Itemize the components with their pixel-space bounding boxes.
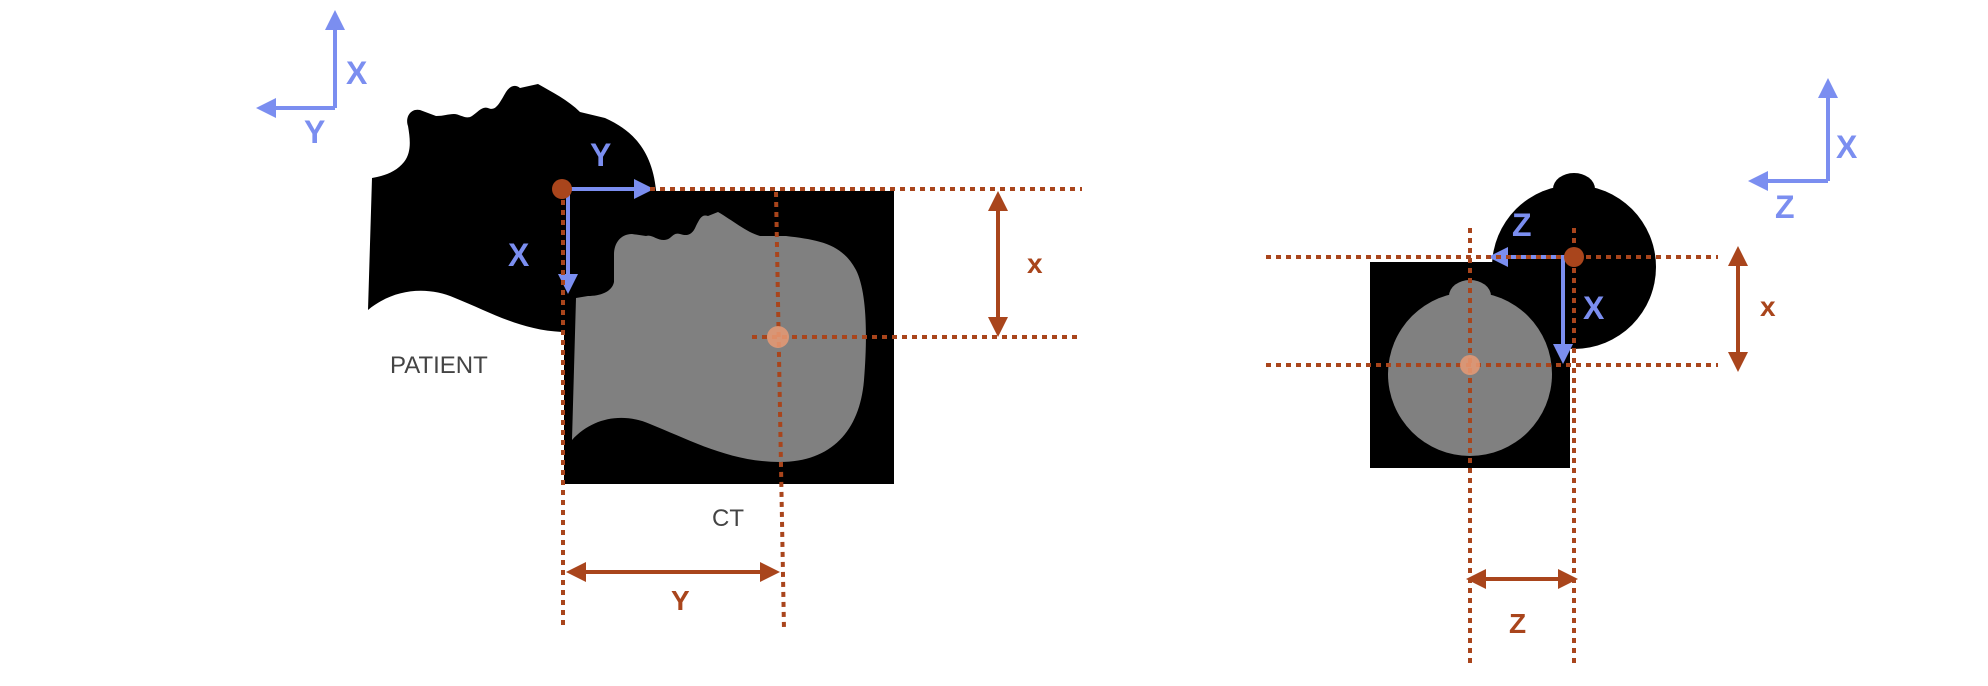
left-vertical-measurement: x xyxy=(988,191,1043,337)
reference-x-label-right: X xyxy=(1836,129,1858,165)
x-measure-label: x xyxy=(1027,248,1043,279)
left-reference-axes: X Y xyxy=(256,10,368,150)
right-guide-lines xyxy=(1266,228,1718,666)
reference-y-label: Y xyxy=(304,114,325,150)
left-patient-axes: Y X xyxy=(508,137,654,294)
patient-y-label: Y xyxy=(590,137,611,173)
patient-caption: PATIENT xyxy=(390,352,488,379)
left-guide-lines xyxy=(561,187,1082,631)
ct-head-scan xyxy=(572,212,866,462)
patient-x-label: X xyxy=(508,237,530,273)
reference-z-label: Z xyxy=(1775,189,1795,225)
z-measure-label: Z xyxy=(1509,608,1526,639)
ct-caption: CT xyxy=(712,505,744,532)
head-top-nose-black xyxy=(1553,173,1595,205)
right-patient-axes: Z X xyxy=(1488,207,1605,364)
left-panel: X Y Y X x xyxy=(256,10,1082,631)
right-horizontal-measurement: Z xyxy=(1466,569,1578,639)
reference-x-label: X xyxy=(346,55,368,91)
ct-center-marker-right xyxy=(1460,355,1480,375)
center-vertical-guide xyxy=(774,191,786,631)
patient-x-label-right: X xyxy=(1583,290,1605,326)
head-top-nose-gray xyxy=(1449,280,1491,312)
right-vertical-measurement: x xyxy=(1728,246,1776,372)
x-measure-label-right: x xyxy=(1760,291,1776,322)
left-horizontal-measurement: Y xyxy=(566,562,780,616)
patient-z-label: Z xyxy=(1512,207,1532,243)
right-panel: X Z Z X xyxy=(1266,78,1858,666)
patient-origin-dot xyxy=(552,179,572,199)
patient-origin-dot-right xyxy=(1564,247,1584,267)
ct-center-marker xyxy=(767,326,789,348)
y-measure-label: Y xyxy=(671,585,690,616)
right-reference-axes: X Z xyxy=(1748,78,1858,225)
